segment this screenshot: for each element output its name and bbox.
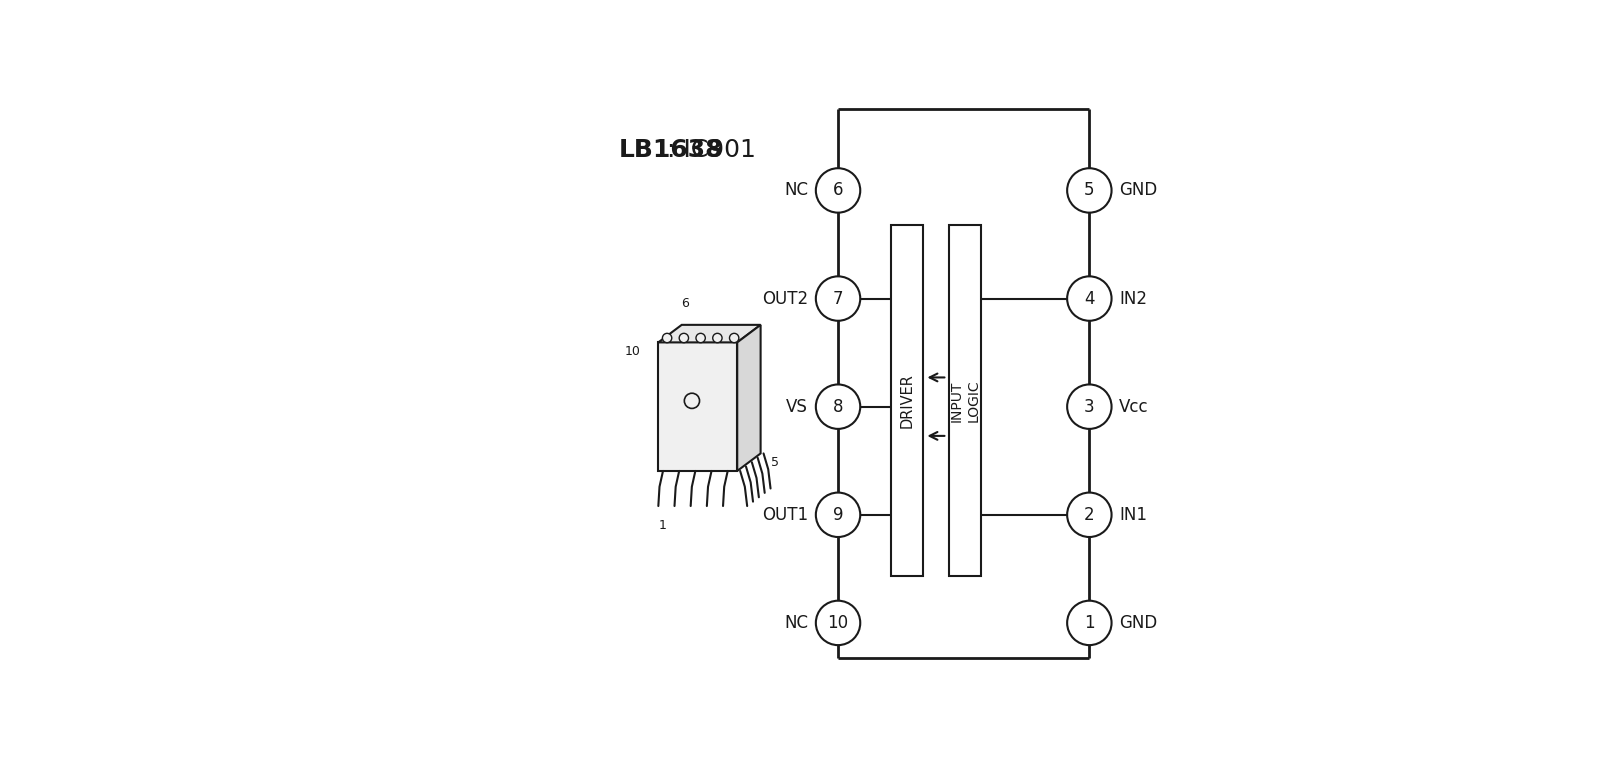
Text: OUT2: OUT2 <box>762 289 809 307</box>
Text: NC: NC <box>784 614 809 632</box>
Circle shape <box>1068 276 1111 321</box>
Circle shape <box>1068 385 1111 429</box>
Circle shape <box>712 333 722 342</box>
Circle shape <box>696 333 706 342</box>
Circle shape <box>817 493 860 537</box>
Circle shape <box>684 393 700 408</box>
Text: GND: GND <box>1119 181 1158 200</box>
Circle shape <box>679 333 688 342</box>
Text: 2: 2 <box>1084 505 1095 524</box>
Polygon shape <box>658 342 736 471</box>
Circle shape <box>817 168 860 213</box>
Circle shape <box>817 276 860 321</box>
Text: IN1: IN1 <box>1119 505 1148 524</box>
Text: 9: 9 <box>833 505 844 524</box>
Circle shape <box>817 600 860 645</box>
Text: VS: VS <box>786 398 809 416</box>
Circle shape <box>1068 493 1111 537</box>
Text: 7: 7 <box>833 289 844 307</box>
Text: DRIVER: DRIVER <box>900 373 914 428</box>
Text: 1: 1 <box>1084 614 1095 632</box>
Text: 1: 1 <box>660 519 668 532</box>
Text: 8: 8 <box>833 398 844 416</box>
Text: 5: 5 <box>772 455 780 469</box>
Text: 3: 3 <box>1084 398 1095 416</box>
Text: 4: 4 <box>1084 289 1095 307</box>
Text: NC: NC <box>784 181 809 200</box>
Text: LB1638: LB1638 <box>620 137 724 162</box>
Text: INPUT
LOGIC: INPUT LOGIC <box>949 380 980 422</box>
Bar <box>949 225 981 576</box>
Circle shape <box>1068 600 1111 645</box>
Text: 10: 10 <box>828 614 849 632</box>
Polygon shape <box>658 325 760 342</box>
Circle shape <box>730 333 738 342</box>
Text: OUT1: OUT1 <box>762 505 809 524</box>
Bar <box>890 225 922 576</box>
Text: 6: 6 <box>680 298 688 310</box>
Text: Vcc: Vcc <box>1119 398 1150 416</box>
Circle shape <box>663 333 672 342</box>
Text: GND: GND <box>1119 614 1158 632</box>
Text: 6: 6 <box>833 181 844 200</box>
Text: IN2: IN2 <box>1119 289 1148 307</box>
Text: 10: 10 <box>624 345 640 357</box>
Polygon shape <box>736 325 760 471</box>
Circle shape <box>1068 168 1111 213</box>
Circle shape <box>817 385 860 429</box>
Text: 5: 5 <box>1084 181 1095 200</box>
Text: : IC901: : IC901 <box>660 137 756 162</box>
